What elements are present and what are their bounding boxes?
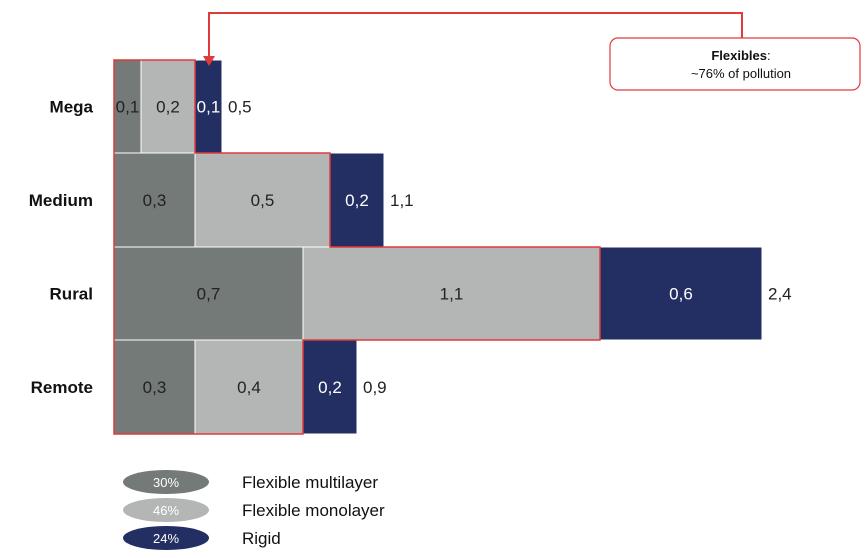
- legend: 30% Flexible multilayer 46% Flexible monola…: [123, 470, 385, 550]
- legend-label-flexible-multilayer: Flexible multilayer: [242, 473, 378, 492]
- callout-title-colon: :: [767, 48, 771, 63]
- bar-mega-flexible-monolayer: [140, 59, 196, 154]
- value-label-mega-flexible-multilayer: 0,1: [116, 98, 140, 117]
- legend-pct-rigid: 24%: [153, 531, 179, 546]
- bar-remote-flexible-multilayer: [113, 339, 196, 435]
- callout-text: ~76% of pollution: [691, 66, 791, 81]
- value-label-medium-flexible-monolayer: 0,5: [251, 191, 275, 210]
- callout-box: [609, 37, 861, 91]
- value-label-remote-rigid: 0,2: [318, 378, 342, 397]
- callout-title: Flexibles:: [711, 48, 770, 63]
- legend-label-rigid: Rigid: [242, 529, 281, 548]
- bar-medium-rigid: [329, 152, 385, 248]
- value-label-remote-flexible-monolayer: 0,4: [237, 378, 261, 397]
- total-label-mega: 0,5: [228, 98, 252, 117]
- value-label-mega-flexible-monolayer: 0,2: [156, 98, 180, 117]
- value-label-remote-flexible-multilayer: 0,3: [143, 378, 167, 397]
- callout-title-bold: Flexibles: [711, 48, 767, 63]
- value-label-rural-rigid: 0,6: [669, 285, 693, 304]
- callout-arrow: [208, 12, 743, 60]
- value-label-rural-flexible-monolayer: 1,1: [440, 285, 464, 304]
- total-label-rural: 2,4: [768, 285, 792, 304]
- callout-arrowhead: [203, 56, 215, 66]
- category-label-remote: Remote: [31, 378, 93, 397]
- total-label-remote: 0,9: [363, 378, 387, 397]
- value-label-rural-flexible-multilayer: 0,7: [197, 285, 221, 304]
- category-label-medium: Medium: [29, 191, 93, 210]
- legend-swatch-flexible-multilayer: [123, 470, 209, 494]
- legend-swatch-flexible-monolayer: [123, 498, 209, 522]
- legend-swatch-rigid: [123, 526, 209, 550]
- bar-rural-flexible-monolayer: [302, 246, 601, 341]
- bar-medium-flexible-monolayer: [194, 152, 331, 248]
- bars-layer: [113, 59, 763, 435]
- labels-layer: Mega 0,1 0,2 0,1 0,5 Medium 0,3 0,5 0,2 1,1 Rural 0…: [29, 98, 792, 398]
- flexibles-outline-layer: [113, 59, 601, 435]
- flexibles-callout: Flexibles: ~76% of pollution: [203, 12, 861, 91]
- legend-label-flexible-monolayer: Flexible monolayer: [242, 501, 385, 520]
- total-label-medium: 1,1: [390, 191, 414, 210]
- bar-medium-flexible-multilayer: [113, 152, 196, 248]
- legend-pct-flexible-monolayer: 46%: [153, 503, 179, 518]
- value-label-medium-rigid: 0,2: [345, 191, 369, 210]
- bar-remote-rigid: [302, 339, 358, 435]
- flexibles-outline: [113, 59, 601, 435]
- legend-pct-flexible-multilayer: 30%: [153, 475, 179, 490]
- value-label-medium-flexible-multilayer: 0,3: [143, 191, 167, 210]
- value-label-mega-rigid: 0,1: [197, 98, 221, 117]
- category-label-rural: Rural: [50, 285, 93, 304]
- category-label-mega: Mega: [50, 98, 94, 117]
